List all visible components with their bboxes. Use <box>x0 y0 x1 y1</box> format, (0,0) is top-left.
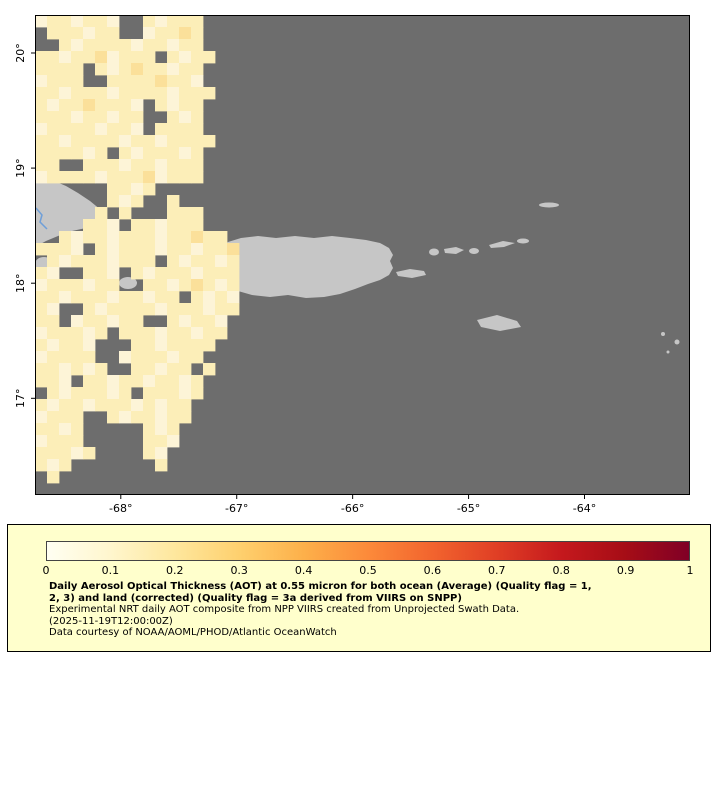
map-frame <box>35 15 690 495</box>
land-st-john <box>469 248 479 254</box>
svg-text:-65°: -65° <box>457 502 480 515</box>
legend-caption: Daily Aerosol Optical Thickness (AOT) at… <box>49 581 700 639</box>
colorbar-tick-label: 0.8 <box>552 564 570 577</box>
colorbar-tick-label: 0.2 <box>166 564 184 577</box>
colorbar <box>46 541 690 561</box>
svg-text:-66°: -66° <box>341 502 364 515</box>
svg-text:-64°: -64° <box>573 502 596 515</box>
colorbar-tick-label: 0.5 <box>359 564 377 577</box>
colorbar-tick-label: 0.4 <box>294 564 313 577</box>
caption-title-line2: 2, 3) and land (corrected) (Quality flag… <box>49 592 462 604</box>
svg-text:18°: 18° <box>14 273 27 293</box>
land-mona-island <box>119 277 137 289</box>
land-anegada <box>539 202 559 208</box>
colorbar-tick-label: 0.7 <box>488 564 506 577</box>
river-line <box>35 207 48 230</box>
land-speck-st-martin <box>674 339 680 345</box>
x-axis-ticks: -68° -67° -66° -65° -64° <box>109 495 596 515</box>
svg-text:-67°: -67° <box>225 502 248 515</box>
land-st-thomas <box>444 247 464 254</box>
colorbar-tick-label: 0.6 <box>423 564 442 577</box>
land-st-croix <box>477 315 521 331</box>
land-vieques <box>396 269 426 278</box>
land-puerto-rico <box>211 236 393 298</box>
svg-text:20°: 20° <box>14 43 27 63</box>
y-axis-ticks: 20° 19° 18° 17° <box>14 43 35 408</box>
land-tortola <box>489 241 515 248</box>
caption-timestamp: (2025-11-19T12:00:00Z) <box>49 615 173 627</box>
map-canvas: -68° -67° -66° -65° -64° 20° 19° 18° 17° <box>14 15 690 515</box>
caption-courtesy: Data courtesy of NOAA/AOML/PHOD/Atlantic… <box>49 627 337 638</box>
svg-text:-68°: -68° <box>109 502 132 515</box>
colorbar-ticks: 0 0.1 0.2 0.3 0.4 0.5 0.6 0.7 0.8 0.9 1 <box>42 564 694 578</box>
colorbar-tick-label: 1 <box>686 564 694 577</box>
caption-source-line: Experimental NRT daily AOT composite fro… <box>49 604 520 615</box>
land-speck-saba <box>661 332 665 336</box>
land-hispaniola <box>35 176 106 247</box>
legend-panel: 0 0.1 0.2 0.3 0.4 0.5 0.6 0.7 0.8 0.9 1 Daily Aero… <box>7 524 711 652</box>
aot-data-layer <box>35 15 240 484</box>
land-speck-small <box>666 350 670 354</box>
colorbar-tick-label: 0.3 <box>230 564 248 577</box>
caption-title-line1: Daily Aerosol Optical Thickness (AOT) at… <box>49 581 592 592</box>
colorbar-tick-label: 0.9 <box>616 564 635 577</box>
land-culebra <box>429 248 439 256</box>
svg-text:19°: 19° <box>14 158 27 178</box>
colorbar-tick-label: 0 <box>42 564 50 577</box>
svg-text:17°: 17° <box>14 389 27 409</box>
land-virgin-gorda <box>517 238 529 244</box>
colorbar-tick-label: 0.1 <box>101 564 120 577</box>
